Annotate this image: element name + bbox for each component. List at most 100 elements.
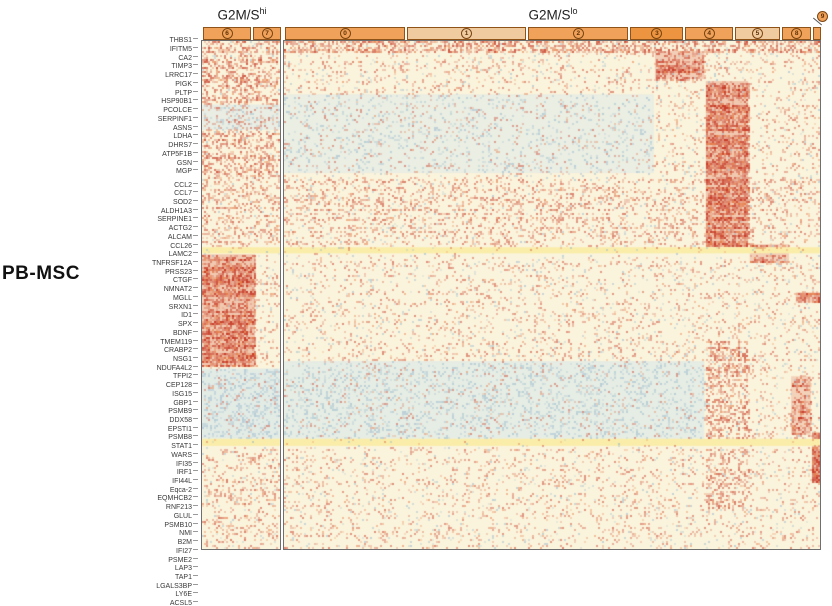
- gene-label-text: ASNS: [172, 124, 192, 132]
- leader-tick: [193, 487, 198, 492]
- leader-tick: [193, 278, 198, 282]
- leader-tick: [193, 143, 198, 147]
- leader-tick: [193, 330, 198, 335]
- leader-tick: [193, 513, 198, 518]
- gene-label-text: WARS: [171, 451, 192, 459]
- leader-tick: [193, 64, 198, 68]
- gene-label-text: PLTP: [175, 89, 192, 97]
- gene-label-text: THBS1: [169, 37, 192, 44]
- gene-label-CCL26: CCL26: [60, 243, 198, 251]
- gene-label-B2M: B2M: [60, 539, 198, 547]
- cluster-number-6: 6: [221, 28, 233, 39]
- gene-label-ID1: ID1: [60, 312, 198, 320]
- gene-label-MGP: MGP: [60, 168, 198, 176]
- leader-tick: [193, 557, 198, 562]
- gene-label-text: ACSL5: [169, 600, 192, 606]
- leader-tick: [193, 339, 198, 344]
- gene-label-SPX: SPX: [60, 321, 198, 329]
- gene-label-text: B2M: [177, 539, 192, 546]
- gene-label-text: PIGK: [175, 80, 192, 88]
- gene-label-CCL2: CCL2: [60, 182, 198, 190]
- gene-label-text: IFI35: [176, 460, 192, 468]
- gene-label-SOD2: SOD2: [60, 199, 198, 207]
- cluster-band-5: 5: [734, 27, 780, 40]
- leader-tick: [193, 452, 198, 457]
- gene-label-LDHA: LDHA: [60, 133, 198, 141]
- gene-label-LGALS3BP: LGALS3BP: [60, 583, 198, 591]
- gene-label-text: IFI44L: [172, 478, 192, 485]
- gene-label-LAP3: LAP3: [60, 565, 198, 573]
- leader-tick: [193, 261, 198, 265]
- gene-label-text: LAMC2: [168, 251, 192, 259]
- gene-label-CRABP2: CRABP2: [60, 347, 198, 355]
- group-label-g2ms-hi-sup: hi: [259, 6, 267, 16]
- gene-label-text: GBP1: [173, 399, 192, 407]
- gene-label-text: CTGF: [172, 277, 192, 285]
- leader-tick: [193, 383, 198, 387]
- leader-tick: [193, 108, 198, 112]
- leader-tick: [193, 234, 198, 239]
- cell-type-label: PB-MSC: [2, 263, 80, 284]
- gene-label-text: TNFRSF12A: [151, 260, 192, 267]
- gene-label-TNFRSF12A: TNFRSF12A: [60, 260, 198, 268]
- gene-label-SRXN1: SRXN1: [60, 304, 198, 312]
- gene-label-PSMB10: PSMB10: [60, 522, 198, 530]
- leader-tick: [193, 540, 198, 544]
- gene-label-LAMC2: LAMC2: [60, 251, 198, 259]
- gene-label-PSMB8: PSMB8: [60, 434, 198, 442]
- leader-tick: [193, 601, 198, 605]
- gene-label-RNF213: RNF213: [60, 504, 198, 512]
- gene-label-CCL7: CCL7: [60, 190, 198, 198]
- leader-tick: [193, 287, 198, 291]
- gene-label-text: IRF1: [176, 469, 192, 477]
- cluster-number-3: 3: [651, 28, 663, 39]
- leader-tick: [193, 356, 198, 361]
- gene-label-text: TMEM119: [160, 338, 192, 346]
- leader-tick: [193, 470, 198, 474]
- cluster-band-6: 6: [203, 27, 251, 40]
- leader-tick: [193, 99, 198, 103]
- gene-label-text: LY6E: [175, 591, 192, 599]
- group-label-g2ms-lo: G2M/Slo: [285, 6, 821, 23]
- gene-label-text: LDHA: [173, 133, 192, 141]
- gene-label-text: TAP1: [175, 573, 192, 581]
- leader-tick: [193, 243, 198, 248]
- leader-tick: [193, 592, 198, 596]
- gene-label-text: LAP3: [174, 565, 192, 573]
- leader-tick: [193, 55, 198, 60]
- gene-label-IFI27: IFI27: [60, 548, 198, 556]
- gene-label-text: TFPI2: [172, 373, 192, 381]
- leader-tick: [193, 191, 198, 195]
- gene-label-text: NMNAT2: [163, 286, 192, 294]
- gene-label-TAP1: TAP1: [60, 574, 198, 582]
- gene-label-text: NDUFA4L2: [156, 364, 192, 372]
- cluster-number-1: 1: [461, 28, 473, 39]
- leader-tick: [193, 217, 198, 221]
- gene-label-Eqca-2: Eqca-2: [60, 487, 198, 495]
- gene-label-text: PRSS23: [165, 268, 192, 276]
- gene-label-DDX58: DDX58: [60, 417, 198, 425]
- gene-label-GSN: GSN: [60, 160, 198, 168]
- cluster-number-0: 0: [339, 28, 351, 39]
- gene-label-IFITM5: IFITM5: [60, 46, 198, 54]
- cluster-band-4: 4: [685, 27, 733, 40]
- leader-tick: [193, 409, 198, 413]
- gene-label-text: PSMB10: [164, 521, 192, 529]
- gene-label-text: ATP5F1B: [162, 150, 192, 158]
- gene-label-text: NSG1: [172, 355, 192, 363]
- cluster-band-2: 2: [528, 27, 629, 40]
- cluster-number-8: 8: [791, 28, 803, 39]
- leader-tick: [193, 169, 198, 173]
- gene-label-text: EQMHCB2: [157, 495, 192, 503]
- gene-label-SERPINE1: SERPINE1: [60, 216, 198, 224]
- leader-tick: [193, 322, 198, 326]
- leader-tick: [193, 400, 198, 405]
- gene-label-text: DHRS7: [168, 142, 192, 149]
- leader-tick: [193, 348, 198, 352]
- gene-label-text: TIMP3: [171, 63, 192, 71]
- gene-label-PSME2: PSME2: [60, 557, 198, 565]
- gene-label-THBS1: THBS1: [60, 37, 198, 45]
- leader-tick: [193, 295, 198, 300]
- gene-label-text: CCL2: [174, 181, 192, 189]
- leader-tick: [193, 479, 198, 483]
